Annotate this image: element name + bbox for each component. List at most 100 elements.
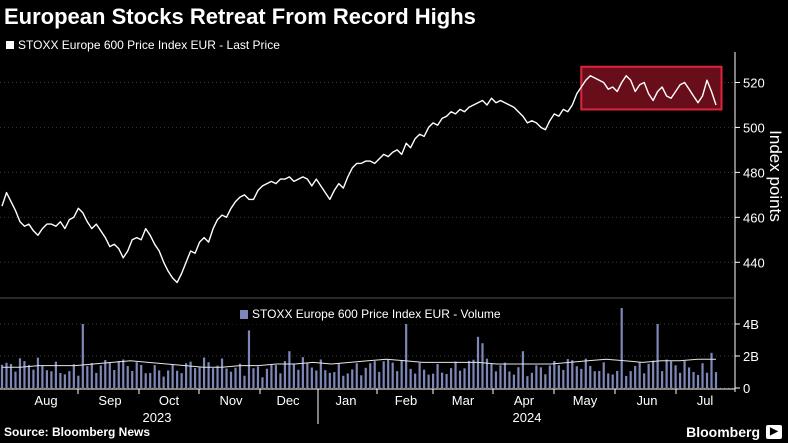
volume-bar xyxy=(328,372,331,388)
volume-bar xyxy=(126,366,129,388)
volume-bar xyxy=(14,371,17,388)
volume-bar xyxy=(481,343,484,388)
volume-bar xyxy=(95,372,98,388)
volume-bar xyxy=(140,364,143,388)
volume-bar xyxy=(431,373,435,388)
volume-bar xyxy=(373,361,376,388)
volume-bar xyxy=(557,365,560,388)
volume-bar xyxy=(346,373,349,388)
volume-bar xyxy=(274,365,278,388)
volume-bar xyxy=(391,362,394,388)
volume-bar xyxy=(400,359,403,388)
volume-bar xyxy=(602,362,605,388)
volume-bar xyxy=(315,370,318,388)
volume-bar xyxy=(288,351,291,388)
volume-bar xyxy=(243,375,246,388)
volume-bar xyxy=(211,368,215,388)
volume-bar xyxy=(593,371,596,388)
volume-bar xyxy=(678,372,682,388)
x-month-label: Feb xyxy=(395,393,417,408)
volume-bar xyxy=(508,371,511,388)
volume-bar xyxy=(180,373,183,388)
y-axis-title: Index points xyxy=(766,130,785,222)
volume-bar xyxy=(9,363,13,388)
volume-bar xyxy=(202,357,206,388)
volume-bar xyxy=(638,362,641,388)
volume-bar xyxy=(620,308,623,388)
volume-bar xyxy=(158,370,161,388)
x-month-label: Aug xyxy=(34,393,57,408)
volume-bar xyxy=(472,359,475,388)
volume-bar xyxy=(5,362,8,388)
volume-tick-label: 0 xyxy=(743,381,750,396)
volume-bar xyxy=(216,365,219,388)
volume-bar xyxy=(467,360,471,388)
volume-bar xyxy=(18,358,22,388)
volume-bar xyxy=(634,365,637,388)
price-tick-label: 440 xyxy=(743,255,765,270)
volume-bar xyxy=(27,364,31,388)
play-icon: ▶ xyxy=(766,425,782,439)
volume-bar xyxy=(59,372,62,388)
volume-bar xyxy=(490,363,493,388)
volume-panel: 0 2B 4B xyxy=(0,308,759,396)
volume-bar xyxy=(50,371,53,388)
volume-bar xyxy=(238,363,242,388)
volume-bar xyxy=(494,371,498,388)
volume-bar xyxy=(584,358,587,388)
volume-bar xyxy=(108,362,111,388)
volume-bar xyxy=(193,368,197,388)
volume-bar xyxy=(306,362,309,388)
volume-bar xyxy=(436,363,439,388)
volume-bar xyxy=(521,351,525,388)
volume-bar xyxy=(364,367,367,388)
volume-bar xyxy=(135,362,138,388)
volume-bar xyxy=(458,370,462,388)
volume-bar xyxy=(517,367,520,388)
volume-bar xyxy=(153,365,156,388)
x-month-label: May xyxy=(573,393,598,408)
volume-bar xyxy=(387,359,390,388)
volume-bar xyxy=(270,364,273,388)
x-month-label: Jul xyxy=(697,393,714,408)
volume-bar xyxy=(41,365,44,388)
volume-bar xyxy=(292,364,295,388)
volume-bar xyxy=(23,361,26,388)
source-note: Source: Bloomberg News xyxy=(4,425,151,439)
price-legend-label: STOXX Europe 600 Price Index EUR - Last … xyxy=(18,38,280,52)
volume-bar xyxy=(414,373,417,388)
price-tick-label: 520 xyxy=(743,75,765,90)
volume-bar xyxy=(696,374,700,388)
price-panel: 440 460 480 500 520 Index points xyxy=(0,52,785,392)
x-month-label: Dec xyxy=(276,393,300,408)
volume-bar xyxy=(36,357,40,388)
price-tick-label: 500 xyxy=(743,120,765,135)
volume-bar xyxy=(647,363,650,388)
volume-bar xyxy=(669,361,673,388)
volume-bar xyxy=(297,369,300,388)
x-year-label: 2023 xyxy=(143,410,172,425)
volume-bar xyxy=(454,361,457,388)
volume-bar xyxy=(117,360,120,388)
volume-bar xyxy=(68,371,71,388)
volume-bar xyxy=(589,365,592,388)
volume-bar xyxy=(544,374,547,388)
volume-bar xyxy=(337,363,340,388)
volume-bar xyxy=(512,374,516,388)
x-month-label: Mar xyxy=(452,393,475,408)
price-series-line xyxy=(1,75,717,284)
volume-bar xyxy=(310,367,313,388)
volume-bar xyxy=(279,373,282,388)
volume-bar xyxy=(625,375,628,388)
volume-bar xyxy=(301,357,304,388)
volume-bar xyxy=(382,361,385,388)
volume-bar xyxy=(643,373,646,388)
volume-bar xyxy=(185,363,188,388)
volume-tick-label: 2B xyxy=(743,349,759,364)
volume-bar xyxy=(692,371,695,388)
volume-bar xyxy=(661,371,664,388)
volume-bar xyxy=(99,365,102,388)
volume-bar xyxy=(351,369,354,388)
volume-bar xyxy=(149,372,152,388)
